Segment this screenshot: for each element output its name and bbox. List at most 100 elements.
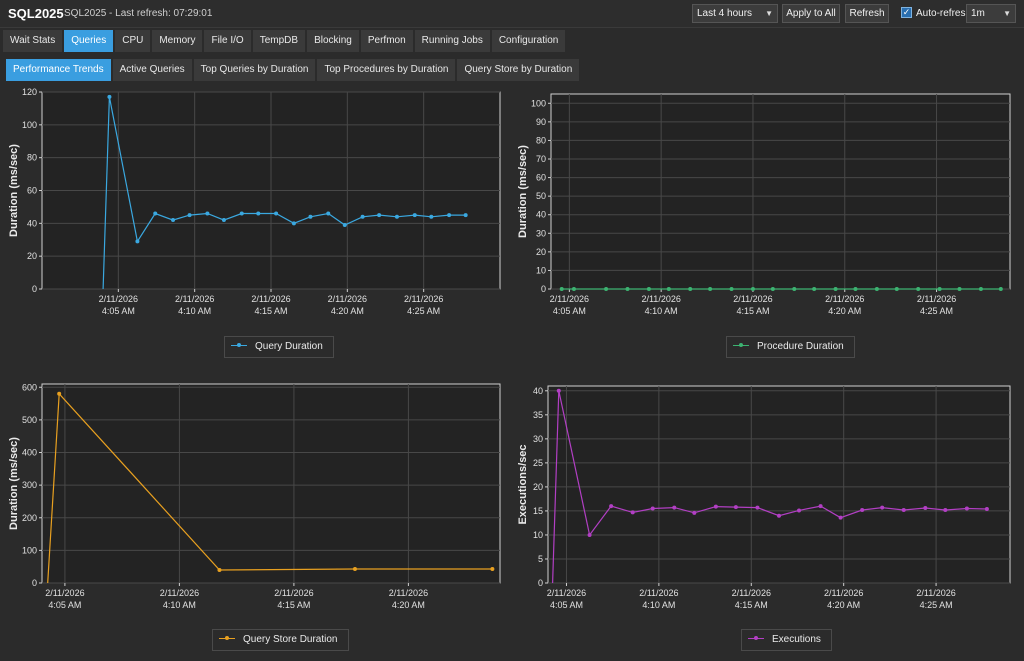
data-point[interactable] [239,211,244,216]
data-point[interactable] [360,214,365,219]
data-point[interactable] [708,287,713,291]
legend-query-duration[interactable]: Query Duration [224,336,334,358]
data-point[interactable] [274,211,279,216]
data-point[interactable] [880,505,885,510]
data-point[interactable] [688,287,693,291]
data-point[interactable] [217,567,222,572]
legend-swatch [733,342,749,350]
data-point[interactable] [308,214,313,219]
subtab-query-store-by-duration[interactable]: Query Store by Duration [457,59,580,81]
x-tick-date: 2/11/2026 [274,588,313,598]
tab-file-i-o[interactable]: File I/O [204,30,251,52]
subtab-top-procedures-by-duration[interactable]: Top Procedures by Duration [317,59,456,81]
data-point[interactable] [394,214,399,219]
data-point[interactable] [291,221,296,226]
main-tab-bar: Wait Stats Queries CPU Memory File I/O TempDB… [3,30,566,54]
data-point[interactable] [153,211,158,216]
tab-configuration[interactable]: Configuration [491,30,566,52]
tab-queries[interactable]: Queries [64,30,114,52]
data-point[interactable] [604,287,609,291]
data-point[interactable] [874,287,879,291]
data-point[interactable] [672,505,677,510]
legend-procedure-duration[interactable]: Procedure Duration [726,336,855,358]
data-point[interactable] [646,287,651,291]
tab-tempdb[interactable]: TempDB [252,30,306,52]
data-point[interactable] [937,287,942,291]
apply-to-all-button[interactable]: Apply to All [782,4,840,23]
data-point[interactable] [713,504,718,509]
data-point[interactable] [860,507,865,512]
subtab-active-queries[interactable]: Active Queries [112,59,192,81]
data-point[interactable] [187,213,192,218]
subtab-performance-trends[interactable]: Performance Trends [6,59,111,81]
data-point[interactable] [750,287,755,291]
y-tick-label: 300 [22,480,37,490]
data-point[interactable] [650,506,655,511]
tab-memory[interactable]: Memory [152,30,203,52]
data-point[interactable] [923,506,928,511]
data-point[interactable] [901,507,906,512]
data-point[interactable] [984,507,989,512]
time-range-select[interactable]: Last 4 hours ▼ [692,4,778,23]
data-point[interactable] [957,287,962,291]
data-point[interactable] [692,510,697,515]
y-tick-label: 60 [27,186,37,196]
data-point[interactable] [755,505,760,510]
data-point[interactable] [342,222,347,227]
tab-cpu[interactable]: CPU [115,30,151,52]
auto-refresh-checkbox[interactable]: ✓ [901,7,912,18]
data-point[interactable] [256,211,261,216]
legend-query-store-duration[interactable]: Query Store Duration [212,629,349,651]
data-point[interactable] [833,287,838,291]
data-point[interactable] [221,218,226,223]
data-point[interactable] [429,214,434,219]
x-tick-time: 4:25 AM [920,600,953,610]
data-point[interactable] [412,213,417,218]
data-point[interactable] [609,504,614,509]
legend-executions[interactable]: Executions [741,629,832,651]
data-point[interactable] [978,287,983,291]
data-point[interactable] [729,287,734,291]
data-point[interactable] [894,287,899,291]
data-point[interactable] [107,94,112,99]
data-point[interactable] [812,287,817,291]
data-point[interactable] [171,218,176,223]
tab-wait-stats[interactable]: Wait Stats [3,30,63,52]
data-point[interactable] [964,506,969,511]
data-point[interactable] [326,211,331,216]
data-point[interactable] [943,507,948,512]
data-point[interactable] [135,239,140,244]
data-point[interactable] [733,505,738,510]
tab-running-jobs[interactable]: Running Jobs [414,30,490,52]
refresh-button[interactable]: Refresh [845,4,889,23]
data-point[interactable] [777,513,781,518]
tab-perfmon[interactable]: Perfmon [360,30,413,52]
data-point[interactable] [559,287,564,291]
data-point[interactable] [556,388,561,393]
tab-blocking[interactable]: Blocking [307,30,359,52]
data-point[interactable] [377,213,382,218]
data-point[interactable] [666,287,671,291]
data-point[interactable] [490,566,495,571]
subtab-top-queries-by-duration[interactable]: Top Queries by Duration [193,59,316,81]
data-point[interactable] [463,213,468,218]
data-point[interactable] [998,287,1003,291]
data-point[interactable] [770,287,775,291]
data-point[interactable] [571,287,576,291]
data-point[interactable] [838,515,843,520]
data-point[interactable] [587,532,592,537]
data-point[interactable] [916,287,921,291]
data-point[interactable] [818,504,823,509]
data-point[interactable] [797,508,802,513]
refresh-interval-select[interactable]: 1m ▼ [966,4,1016,23]
data-point[interactable] [447,213,452,218]
data-point[interactable] [792,287,797,291]
legend-label: Query Store Duration [243,634,338,645]
data-point[interactable] [205,211,210,216]
data-point[interactable] [625,287,630,291]
data-point[interactable] [630,510,635,515]
data-point[interactable] [853,287,858,291]
x-tick-time: 4:20 AM [827,600,860,610]
data-point[interactable] [57,391,62,396]
data-point[interactable] [352,566,357,571]
